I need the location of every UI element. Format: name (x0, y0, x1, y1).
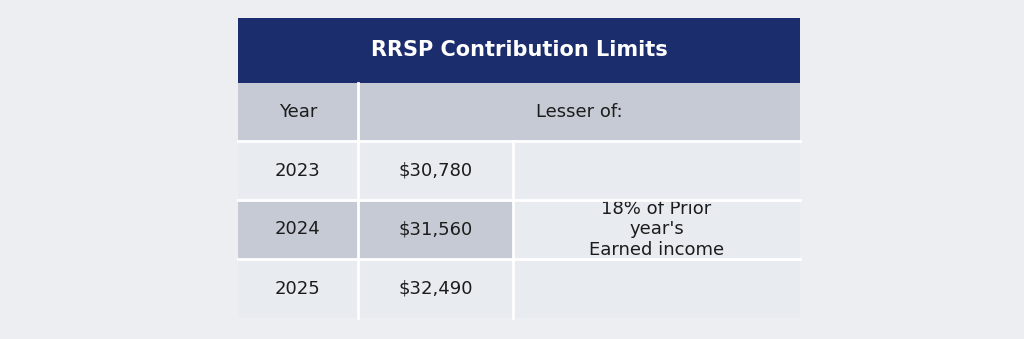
Text: Year: Year (279, 103, 317, 121)
Text: 2023: 2023 (275, 161, 321, 179)
Bar (358, 200, 513, 259)
Bar (238, 141, 358, 200)
Text: $31,560: $31,560 (398, 220, 473, 239)
Text: $30,780: $30,780 (398, 161, 472, 179)
Bar (358, 259, 513, 318)
Bar (513, 259, 800, 318)
Text: RRSP Contribution Limits: RRSP Contribution Limits (371, 40, 668, 60)
Bar (238, 259, 358, 318)
Text: 2024: 2024 (275, 220, 321, 239)
Bar (358, 141, 513, 200)
Bar (238, 83, 800, 141)
Text: Lesser of:: Lesser of: (536, 103, 623, 121)
Bar (513, 200, 800, 259)
Bar (513, 141, 800, 200)
Text: 2025: 2025 (275, 279, 321, 298)
Bar (238, 200, 358, 259)
Text: $32,490: $32,490 (398, 279, 473, 298)
Bar (238, 18, 800, 83)
Text: 18% of Prior
year's
Earned income: 18% of Prior year's Earned income (589, 200, 724, 259)
